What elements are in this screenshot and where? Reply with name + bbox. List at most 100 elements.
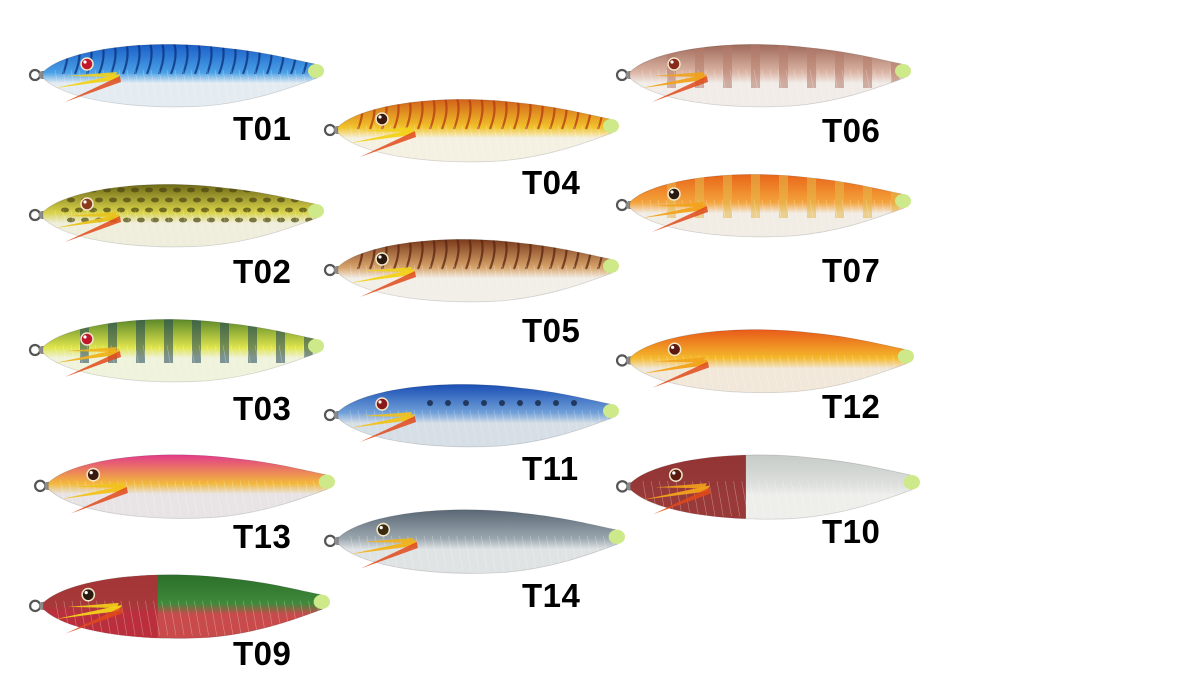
eye-highlight	[89, 471, 93, 475]
squid-jig-image	[28, 319, 324, 383]
squid-jig-t03	[25, 305, 325, 415]
model-code-t11: T11	[522, 450, 579, 487]
model-code-t06: T06	[822, 112, 881, 149]
model-code-t01: T01	[233, 110, 292, 147]
model-code-t04: T04	[522, 164, 581, 201]
squid-jig-t05	[320, 225, 620, 335]
squid-jig-t07	[612, 160, 912, 270]
squid-jig-image	[615, 44, 911, 108]
glow-tail-cap	[603, 404, 619, 418]
model-code-t07: T07	[822, 252, 881, 289]
squid-jig-image	[28, 44, 324, 108]
squid-jig-t01	[25, 30, 325, 140]
squid-jig-image	[33, 454, 335, 519]
body-pattern	[641, 44, 904, 105]
jig-eye	[375, 397, 389, 411]
eye-highlight	[670, 190, 674, 194]
eye-highlight	[378, 115, 382, 119]
glow-tail-cap	[895, 64, 911, 78]
eye-highlight	[83, 200, 87, 204]
eye-highlight	[672, 471, 676, 475]
squid-jig-t09	[25, 560, 330, 670]
jig-eye	[376, 522, 391, 537]
feather-fins	[350, 267, 416, 297]
glow-tail-cap	[603, 119, 619, 133]
jig-body	[47, 454, 329, 519]
eye-highlight	[83, 60, 87, 64]
feather-fins	[642, 202, 708, 232]
squid-jig-image	[323, 99, 619, 163]
squid-jig-image	[323, 509, 625, 574]
line-eye-ring	[323, 263, 337, 277]
jig-eye	[667, 342, 682, 357]
line-eye-ring	[615, 354, 629, 367]
glow-tail-cap	[895, 194, 911, 208]
line-eye-ring	[28, 343, 42, 357]
squid-jig-image	[28, 184, 324, 248]
line-eye-ring	[616, 480, 629, 493]
feather-fins	[642, 72, 708, 102]
glow-tail-cap	[308, 339, 324, 353]
body-pattern	[349, 239, 612, 300]
squid-jig-t13	[30, 440, 335, 550]
eye-highlight	[670, 60, 674, 64]
model-code-t14: T14	[522, 577, 581, 614]
jig-body	[337, 509, 619, 574]
glow-tail-cap	[903, 475, 920, 490]
jig-body	[337, 384, 613, 448]
squid-jig-image	[28, 574, 330, 639]
model-code-t10: T10	[822, 513, 881, 550]
jig-eye	[375, 112, 389, 126]
line-eye-ring	[323, 408, 337, 422]
jig-eye	[81, 587, 96, 602]
feather-fins	[350, 127, 416, 157]
squid-jig-t02	[25, 170, 325, 280]
jig-eye	[375, 252, 389, 266]
line-eye-ring	[323, 534, 337, 548]
squid-jig-image	[323, 384, 619, 448]
line-eye-ring	[323, 123, 337, 137]
squid-jig-image	[615, 329, 914, 394]
feather-fins	[55, 347, 121, 377]
feather-fins	[55, 602, 123, 634]
squid-jig-image	[616, 454, 920, 520]
jig-eye	[80, 57, 94, 71]
line-eye-ring	[28, 208, 42, 222]
squid-jig-t14	[320, 495, 625, 605]
squid-jig-t06	[612, 30, 912, 140]
glow-tail-cap	[313, 594, 330, 609]
feather-fins	[642, 357, 709, 388]
squid-jig-t10	[612, 440, 920, 550]
feather-fins	[350, 412, 416, 442]
line-eye-ring	[28, 599, 42, 613]
model-code-t12: T12	[822, 388, 881, 425]
eye-highlight	[378, 255, 382, 259]
line-eye-ring	[615, 198, 629, 212]
jig-body	[629, 329, 908, 394]
squid-jig-t11	[320, 370, 620, 480]
jig-eye	[667, 187, 681, 201]
glow-tail-cap	[897, 349, 914, 364]
eye-highlight	[84, 591, 88, 595]
glow-tail-cap	[603, 259, 619, 273]
squid-jig-t12	[612, 315, 914, 425]
jig-eye	[668, 468, 683, 482]
feather-fins	[350, 537, 418, 569]
model-code-t05: T05	[522, 312, 581, 349]
jig-eye	[80, 197, 94, 211]
model-code-t02: T02	[233, 253, 292, 290]
line-eye-ring	[33, 479, 47, 493]
eye-highlight	[83, 335, 87, 339]
jig-eye	[86, 467, 101, 482]
model-code-t09: T09	[233, 635, 292, 672]
glow-tail-cap	[308, 64, 324, 78]
squid-jig-image	[615, 174, 911, 238]
feather-fins	[55, 212, 121, 242]
line-eye-ring	[28, 68, 42, 82]
squid-jig-image	[323, 239, 619, 303]
squid-jig-t04	[320, 85, 620, 195]
feather-fins	[55, 72, 121, 102]
glow-tail-cap	[318, 474, 335, 489]
jig-eye	[667, 57, 681, 71]
